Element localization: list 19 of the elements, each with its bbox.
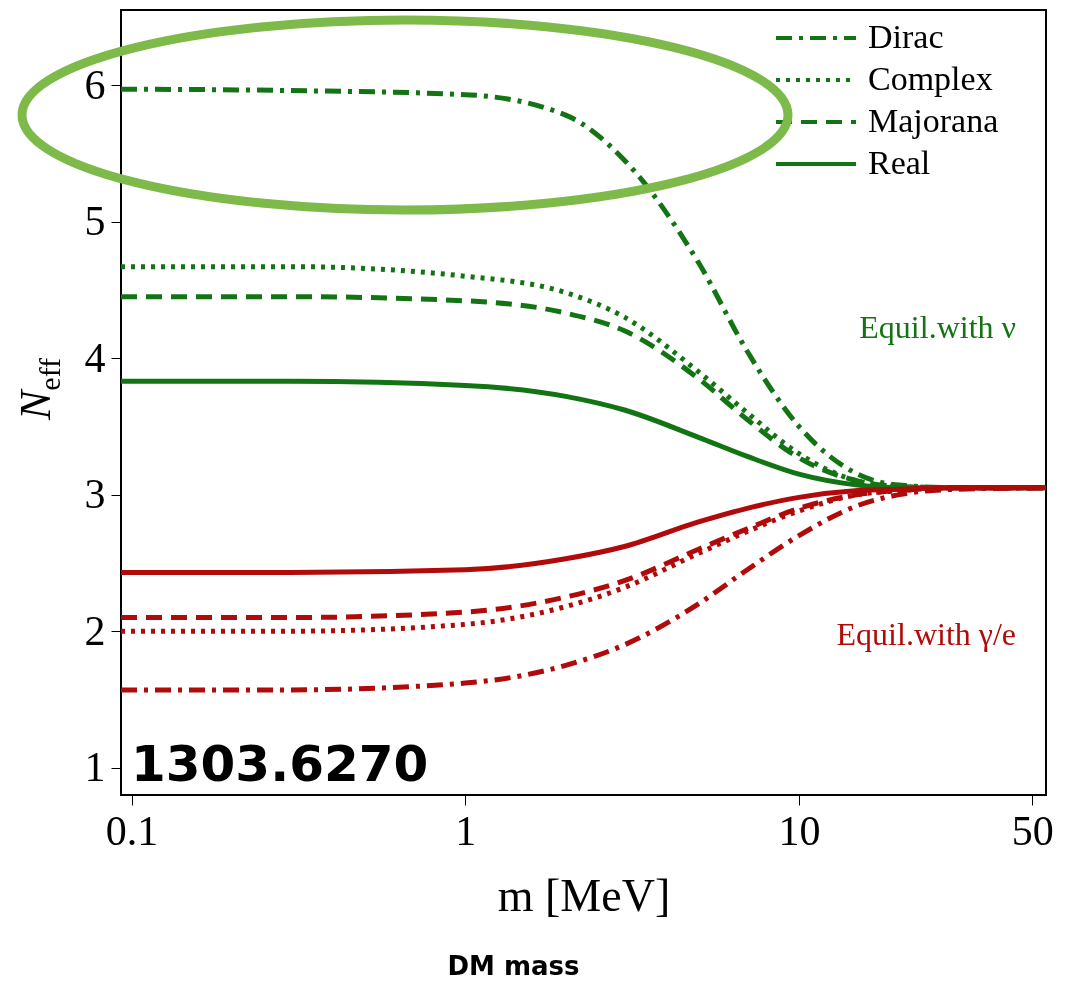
annotation: 1303.6270 [131,735,429,793]
legend-label: Dirac [868,18,944,55]
x-tick-label: 50 [1011,807,1054,854]
legend-label: Majorana [868,102,999,139]
annotation: Equil.with γ/e [836,616,1016,652]
x-tick-label: 10 [778,807,821,854]
y-tick-label: 6 [84,61,106,108]
y-tick-label: 1 [84,744,106,791]
annotation: Equil.with ν [859,309,1016,345]
legend-label: Real [868,144,931,181]
x-tick-label: 0.1 [105,807,159,854]
y-tick-label: 3 [84,471,106,518]
y-tick-label: 4 [84,334,106,381]
x-axis-title: m [MeV] [497,869,671,921]
text: DM mass [447,951,580,981]
y-tick-label: 5 [84,198,106,245]
legend-label: Complex [868,60,993,97]
y-tick-label: 2 [84,607,106,654]
x-tick-label: 1 [455,807,477,854]
